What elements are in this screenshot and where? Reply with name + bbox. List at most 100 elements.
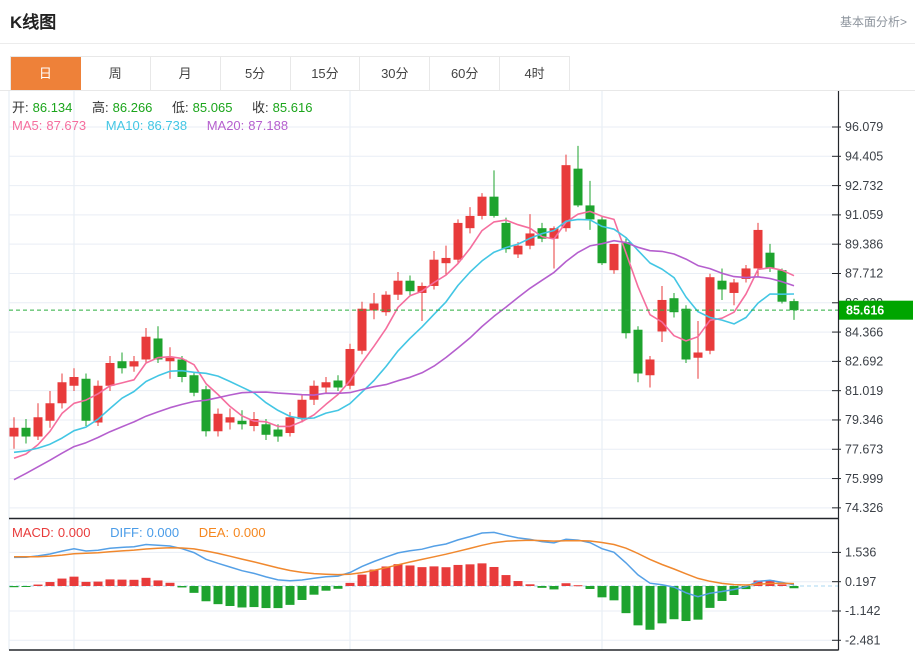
period-tab-周[interactable]: 周 — [80, 57, 151, 90]
current-price-badge: 85.616 — [846, 304, 884, 318]
candle — [585, 180, 595, 230]
y-axis-label: 1.536 — [845, 546, 876, 560]
y-axis-label: -2.481 — [845, 633, 880, 647]
candle — [729, 278, 739, 306]
candle — [777, 268, 787, 304]
candle — [753, 222, 763, 278]
candle — [333, 375, 343, 392]
candle — [357, 301, 367, 355]
period-tabs: 日周月 5分 15分 30分 60分 4时 — [10, 56, 570, 90]
y-axis-label: 77.673 — [845, 442, 883, 456]
candle — [189, 371, 199, 397]
title-divider — [0, 43, 915, 44]
fundamental-analysis-link[interactable]: 基本面分析> — [839, 15, 907, 29]
period-tab-月[interactable]: 月 — [150, 57, 221, 90]
y-axis-label: -1.142 — [845, 604, 880, 618]
candle — [741, 264, 751, 283]
candle — [693, 320, 703, 379]
candle — [381, 291, 391, 316]
candle — [669, 292, 679, 318]
candle — [561, 154, 571, 232]
y-axis-label: 74.326 — [845, 501, 883, 515]
candle — [465, 207, 475, 234]
y-axis-label: 87.712 — [845, 267, 883, 281]
ma20-line — [13, 239, 795, 481]
candle — [201, 385, 211, 437]
candles-layer — [9, 145, 799, 449]
y-axis-label: 82.692 — [845, 355, 883, 369]
period-tab-30分[interactable]: 30分 — [360, 57, 431, 90]
candle — [393, 271, 403, 300]
candle — [681, 305, 691, 363]
period-tab-4时[interactable]: 4时 — [500, 57, 570, 90]
y-axis-label: 79.346 — [845, 413, 883, 427]
ma10-line — [13, 218, 795, 454]
candle — [9, 417, 19, 449]
candle — [525, 214, 535, 250]
period-tab-15分[interactable]: 15分 — [290, 57, 361, 90]
candle — [429, 250, 439, 290]
candle — [237, 410, 247, 430]
grid-lines — [8, 91, 838, 650]
candle — [477, 193, 487, 220]
kline-chart[interactable]: 96.07994.40592.73291.05989.38687.71286.0… — [0, 91, 915, 657]
axes — [9, 91, 840, 651]
candle — [213, 408, 223, 437]
dea-line — [13, 539, 795, 586]
candle — [633, 326, 643, 383]
period-tab-60分[interactable]: 60分 — [430, 57, 501, 90]
candle — [225, 408, 235, 430]
y-axis-label: 94.405 — [845, 150, 883, 164]
candle — [573, 145, 583, 208]
candle — [597, 215, 607, 265]
candle — [453, 219, 463, 264]
candle — [177, 355, 187, 383]
ma-lines — [13, 210, 795, 481]
candle — [441, 245, 451, 276]
candle — [657, 285, 667, 342]
candle — [129, 355, 139, 372]
period-tab-日[interactable]: 日 — [11, 57, 81, 90]
candle — [369, 292, 379, 320]
period-tab-5分[interactable]: 5分 — [220, 57, 291, 90]
candle — [609, 243, 619, 274]
y-axis-label: 91.059 — [845, 208, 883, 222]
candle — [69, 368, 79, 392]
candle — [297, 394, 307, 423]
y-axis-label: 81.019 — [845, 384, 883, 398]
y-axis-label: 96.079 — [845, 120, 883, 134]
candle — [33, 403, 43, 441]
candle — [705, 273, 715, 355]
candle — [45, 391, 55, 428]
candle — [321, 376, 331, 393]
y-axis-label: 92.732 — [845, 179, 883, 193]
ma5-line — [13, 210, 795, 459]
period-tabs-row: 日周月 5分 15分 30分 60分 4时 — [0, 56, 915, 91]
candle — [153, 326, 163, 363]
price-badge: 85.616 — [839, 300, 913, 320]
candle — [141, 327, 151, 363]
y-axis-label: 89.386 — [845, 237, 883, 251]
candle — [549, 226, 559, 269]
candle — [489, 170, 499, 218]
candle — [645, 355, 655, 388]
candle — [405, 275, 415, 297]
y-axis-label: 84.366 — [845, 325, 883, 339]
y-axis-labels: 96.07994.40592.73291.05989.38687.71286.0… — [832, 120, 883, 647]
macd-lines — [13, 531, 795, 598]
candle — [309, 380, 319, 406]
diff-line — [13, 531, 795, 598]
candle — [57, 373, 67, 409]
chart-area: 96.07994.40592.73291.05989.38687.71286.0… — [0, 91, 915, 657]
macd-histogram — [9, 563, 799, 630]
candle — [117, 352, 127, 374]
candle — [21, 419, 31, 444]
candle — [345, 343, 355, 390]
y-axis-label: 0.197 — [845, 575, 876, 589]
y-axis-label: 75.999 — [845, 472, 883, 486]
candle — [417, 282, 427, 321]
candle — [789, 298, 799, 320]
page-title: K线图 — [10, 13, 57, 32]
candle — [165, 347, 175, 379]
